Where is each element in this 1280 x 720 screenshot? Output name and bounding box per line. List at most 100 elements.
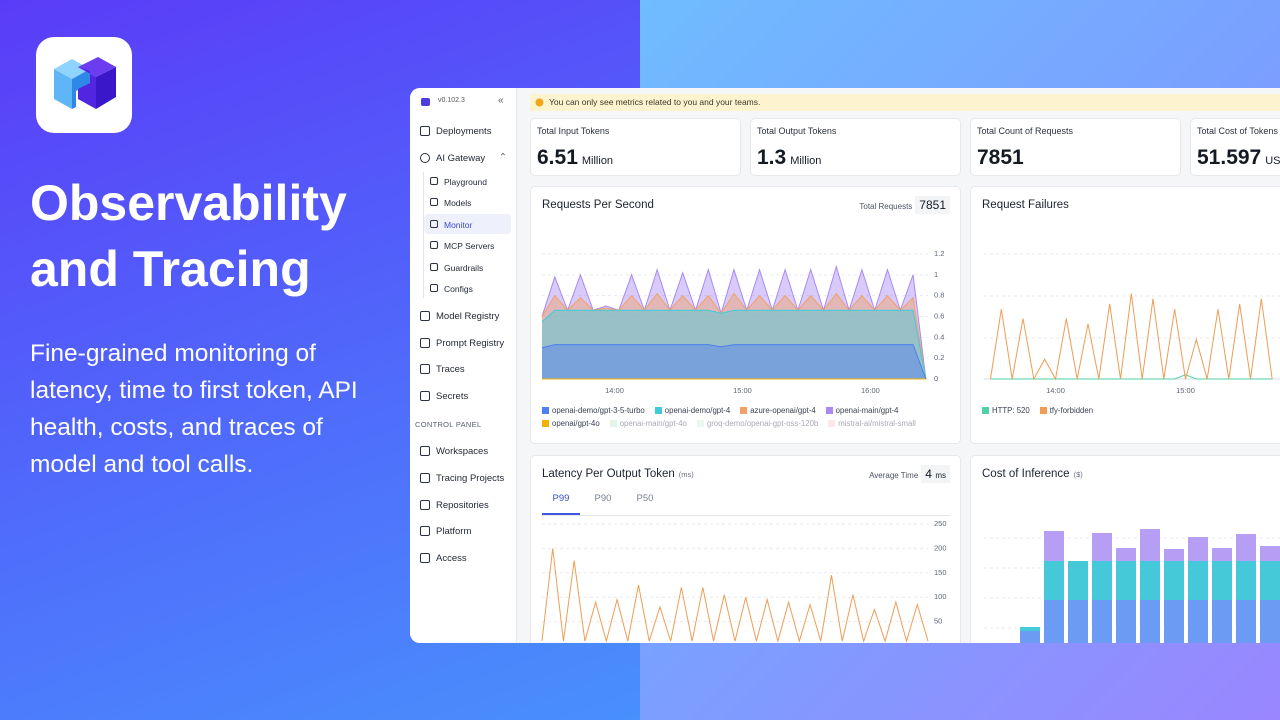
nav-item[interactable]: Repositories xyxy=(436,499,489,511)
bar-segment xyxy=(1260,546,1280,561)
bar-segment xyxy=(1044,561,1064,600)
legend-label: openai-demo/gpt-3-5-turbo xyxy=(552,406,645,415)
legend-item[interactable]: openai-main/gpt-4o xyxy=(609,419,687,428)
stat-value: 7851 xyxy=(977,146,1024,170)
nav-item[interactable]: Prompt Registry xyxy=(436,337,505,349)
line xyxy=(541,309,927,380)
icon xyxy=(420,472,430,483)
nav-subitem[interactable]: MCP Servers xyxy=(444,241,495,252)
x-tick-label: 16:00 xyxy=(861,386,880,395)
nav-subitem[interactable]: Guardrails xyxy=(444,262,484,273)
y-tick-label: 0 xyxy=(934,374,938,383)
tab[interactable]: P99 xyxy=(542,493,580,515)
notice-text: You can only see metrics related to you … xyxy=(549,97,761,107)
legend-swatch xyxy=(982,407,989,414)
x-tick-label: 15:00 xyxy=(1176,386,1195,395)
nav-subitem[interactable]: Models xyxy=(444,198,472,209)
legend-swatch xyxy=(696,420,704,427)
y-tick-label: 1 xyxy=(934,270,938,279)
chart-title: Request Failures xyxy=(982,199,1069,211)
stat-unit: Million xyxy=(790,155,822,167)
stat-label: Average Time xyxy=(869,471,919,480)
icon xyxy=(430,262,438,271)
bar-segment xyxy=(1212,600,1232,643)
bar-segment xyxy=(1044,600,1064,643)
legend-item[interactable]: azure-openai/gpt-4 xyxy=(740,406,816,415)
app-logo xyxy=(421,98,430,106)
nav-item[interactable]: Platform xyxy=(436,526,472,538)
x-tick-label: 14:00 xyxy=(605,386,624,395)
card: Latency Per Output Token (ms) Average Tim… xyxy=(530,455,961,643)
nav-item[interactable]: Deployments xyxy=(436,126,492,137)
stat-number: 4 xyxy=(925,467,932,481)
legend-swatch xyxy=(828,420,836,427)
icon xyxy=(420,499,430,510)
icon xyxy=(420,337,430,348)
legend-swatch xyxy=(609,420,617,427)
legend-item[interactable]: openai-demo/gpt-3-5-turbo xyxy=(542,406,645,415)
stat-label: Total Output Tokens xyxy=(757,126,837,136)
bar-segment xyxy=(1068,600,1088,643)
unit: (ms) xyxy=(678,470,694,479)
legend-swatch xyxy=(542,420,549,427)
area xyxy=(542,266,926,379)
nav-item[interactable]: Model Registry xyxy=(436,311,500,322)
legend-label: groq-demo/openai-gpt-oss-120b xyxy=(706,419,819,428)
stat-card: Total Cost of Tokens 51.597USD xyxy=(1190,118,1280,176)
bar-segment xyxy=(1260,561,1280,600)
bar-segment xyxy=(1020,627,1040,631)
legend: openai-demo/gpt-3-5-turbo openai-demo/gpt… xyxy=(542,406,952,428)
bar-segment xyxy=(1044,531,1064,561)
active-highlight xyxy=(424,214,511,234)
tab[interactable]: P50 xyxy=(636,493,654,504)
nav-item[interactable]: Secrets xyxy=(436,391,469,403)
legend-swatch xyxy=(1039,407,1047,414)
legend-item[interactable]: mistral-ai/mistral-small xyxy=(828,419,916,428)
tabs: P99 P90 P50 xyxy=(542,493,950,516)
legend-item[interactable]: openai-demo/gpt-4 xyxy=(654,406,730,415)
collapse-button[interactable]: « xyxy=(498,95,504,106)
y-tick-label: 100 xyxy=(934,592,947,601)
app-screenshot: v0.102.3 « Deployments AI Gateway ⌃ Play… xyxy=(410,88,1280,643)
chart-stat: Total Requests 7851 xyxy=(859,196,950,214)
legend-item[interactable]: tfy-forbidden xyxy=(1039,406,1093,415)
stat-number: 6.51 xyxy=(537,146,578,169)
line xyxy=(541,548,929,643)
nav-subitem[interactable]: Playground xyxy=(444,177,488,187)
nav-item[interactable]: AI Gateway xyxy=(436,153,486,164)
legend-item[interactable]: groq-demo/openai-gpt-oss-120b xyxy=(696,419,819,428)
nav-item[interactable]: Tracing Projects xyxy=(436,472,505,484)
nav-item[interactable]: Workspaces xyxy=(436,446,489,457)
bar-segment xyxy=(1188,537,1208,561)
stat-label: Total Input Tokens xyxy=(537,126,610,136)
tab[interactable]: P90 xyxy=(594,493,612,504)
legend-item[interactable]: HTTP: 520 xyxy=(982,406,1030,415)
icon xyxy=(420,391,430,402)
legend-item[interactable]: openai-main/gpt-4 xyxy=(825,406,899,415)
nav-subitem[interactable]: Monitor xyxy=(444,219,473,230)
bar-segment xyxy=(1068,561,1088,600)
icon xyxy=(420,311,430,321)
stat-card: Total Output Tokens 1.3 Million xyxy=(750,118,961,176)
card: Requests Per Second Total Requests 7851 o… xyxy=(530,186,961,444)
title-text: Latency Per Output Token xyxy=(542,468,675,480)
chart-title: Requests Per Second xyxy=(542,199,654,211)
title-text: Cost of Inference xyxy=(982,468,1070,480)
icon xyxy=(420,446,430,456)
nav-subitem[interactable]: Configs xyxy=(444,284,473,294)
icon xyxy=(420,153,430,163)
icon xyxy=(430,177,438,185)
stat-card: Total Count of Requests 7851 xyxy=(970,118,1181,176)
legend: HTTP: 520 tfy-forbidden xyxy=(982,406,1280,415)
legend-item[interactable]: openai/gpt-4o xyxy=(542,419,600,428)
bar-segment xyxy=(1236,600,1256,643)
headline: Observability and Tracing xyxy=(30,175,347,297)
nav-item[interactable]: Traces xyxy=(436,364,465,376)
nav-item[interactable]: Access xyxy=(436,553,467,565)
bar-segment xyxy=(1188,561,1208,600)
bar-segment xyxy=(1020,631,1040,643)
description: Fine-grained monitoring of latency, time… xyxy=(30,340,358,478)
icon xyxy=(430,284,438,292)
bar-segment xyxy=(1092,600,1112,643)
